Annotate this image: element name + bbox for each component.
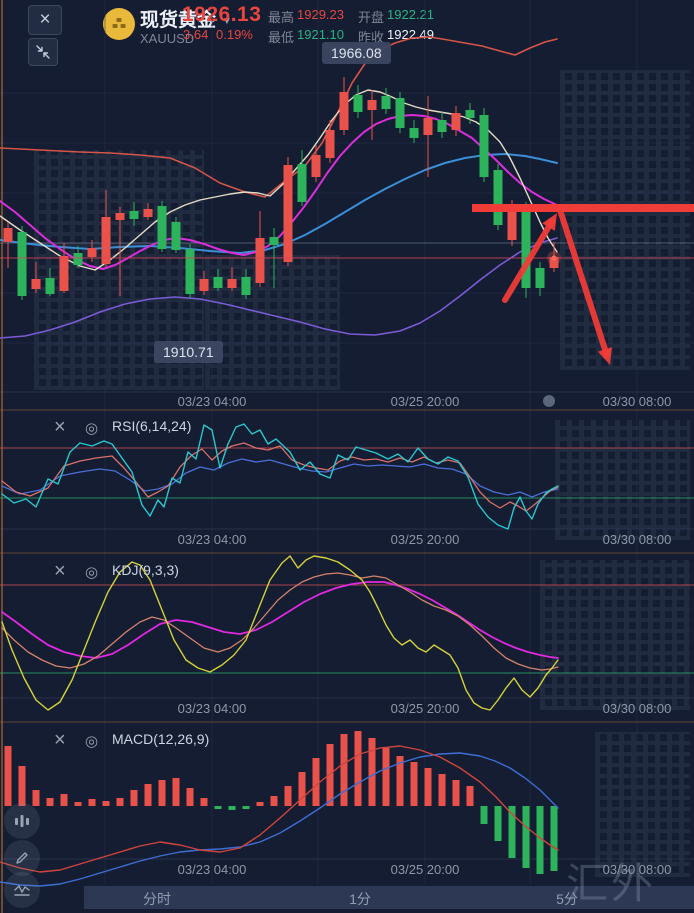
chart-type-button[interactable] bbox=[4, 803, 40, 839]
time-axis-kdj: 03/23 04:00 03/25 20:00 03/30 08:00 bbox=[0, 701, 694, 716]
macd-close-icon[interactable]: × bbox=[54, 729, 66, 751]
stat-low-label: 最低 bbox=[268, 30, 295, 45]
close-button[interactable]: × bbox=[28, 5, 62, 35]
symbol-name: 现货黄金 bbox=[140, 10, 217, 31]
time-tick: 03/25 20:00 bbox=[390, 394, 460, 409]
stat-open-label: 开盘 bbox=[358, 10, 385, 25]
period-tab-bar: 分时 1分 5分 bbox=[84, 886, 694, 909]
axis-scrubber-dot[interactable] bbox=[543, 395, 555, 407]
background-skyline bbox=[595, 732, 690, 877]
kdj-label: KDJ(9,3,3) bbox=[112, 562, 179, 578]
kdj-settings-icon[interactable]: ◎ bbox=[85, 564, 99, 581]
chevron-down-icon: ▼ bbox=[222, 16, 232, 27]
stat-prevclose-value: 1922.49 bbox=[387, 27, 434, 42]
time-tick: 03/30 08:00 bbox=[602, 862, 672, 877]
collapse-icon bbox=[36, 45, 50, 59]
line-chart-icon bbox=[14, 884, 30, 896]
time-axis-rsi: 03/23 04:00 03/25 20:00 03/30 08:00 bbox=[0, 532, 694, 547]
symbol-code: XAUUSD bbox=[140, 31, 195, 46]
stat-high-value: 1929.23 bbox=[297, 7, 344, 22]
gold-coin-icon bbox=[103, 8, 135, 40]
stat-high-label: 最高 bbox=[268, 10, 295, 25]
draw-button[interactable] bbox=[4, 840, 40, 876]
stat-open-value: 1922.21 bbox=[387, 7, 434, 22]
tab-timeshare[interactable]: 分时 bbox=[143, 891, 171, 907]
pencil-icon bbox=[16, 852, 28, 864]
indicator-button[interactable] bbox=[4, 872, 40, 908]
volume-bars-icon bbox=[15, 815, 29, 827]
rsi-close-icon[interactable]: × bbox=[54, 416, 66, 438]
time-tick: 03/30 08:00 bbox=[602, 701, 672, 716]
rsi-settings-icon[interactable]: ◎ bbox=[85, 420, 99, 437]
time-tick: 03/25 20:00 bbox=[390, 532, 460, 547]
collapse-button[interactable] bbox=[28, 38, 58, 66]
price-change-pct: 0.19% bbox=[216, 27, 253, 42]
tab-1min[interactable]: 1分 bbox=[349, 891, 371, 907]
time-tick: 03/23 04:00 bbox=[177, 701, 247, 716]
stat-low-value: 1921.10 bbox=[297, 27, 344, 42]
background-skyline bbox=[560, 70, 690, 370]
kdj-close-icon[interactable]: × bbox=[54, 560, 66, 582]
time-tick: 03/30 08:00 bbox=[602, 394, 672, 409]
time-tick: 03/25 20:00 bbox=[390, 862, 460, 877]
time-tick: 03/30 08:00 bbox=[602, 532, 672, 547]
time-tick: 03/23 04:00 bbox=[177, 394, 247, 409]
time-tick: 03/23 04:00 bbox=[177, 862, 247, 877]
rsi-label: RSI(6,14,24) bbox=[112, 418, 192, 434]
time-axis-macd: 03/23 04:00 03/25 20:00 03/30 08:00 bbox=[0, 862, 694, 877]
time-tick: 03/23 04:00 bbox=[177, 532, 247, 547]
low-price-label: 1910.71 bbox=[154, 341, 223, 363]
tab-5min[interactable]: 5分 bbox=[556, 891, 578, 907]
close-icon: × bbox=[39, 9, 51, 30]
macd-label: MACD(12,26,9) bbox=[112, 731, 210, 747]
stat-prevclose-label: 昨收 bbox=[358, 30, 385, 45]
symbol-selector[interactable]: 现货黄金 ▼ bbox=[140, 5, 232, 32]
price-change: 3.64 bbox=[183, 27, 209, 42]
time-tick: 03/25 20:00 bbox=[390, 701, 460, 716]
last-price: 1926.13 bbox=[182, 3, 262, 26]
time-axis-main: 03/23 04:00 03/25 20:00 03/30 08:00 bbox=[0, 394, 694, 409]
macd-settings-icon[interactable]: ◎ bbox=[85, 733, 99, 750]
high-price-label: 1966.08 bbox=[322, 42, 391, 64]
background-skyline bbox=[555, 420, 690, 540]
